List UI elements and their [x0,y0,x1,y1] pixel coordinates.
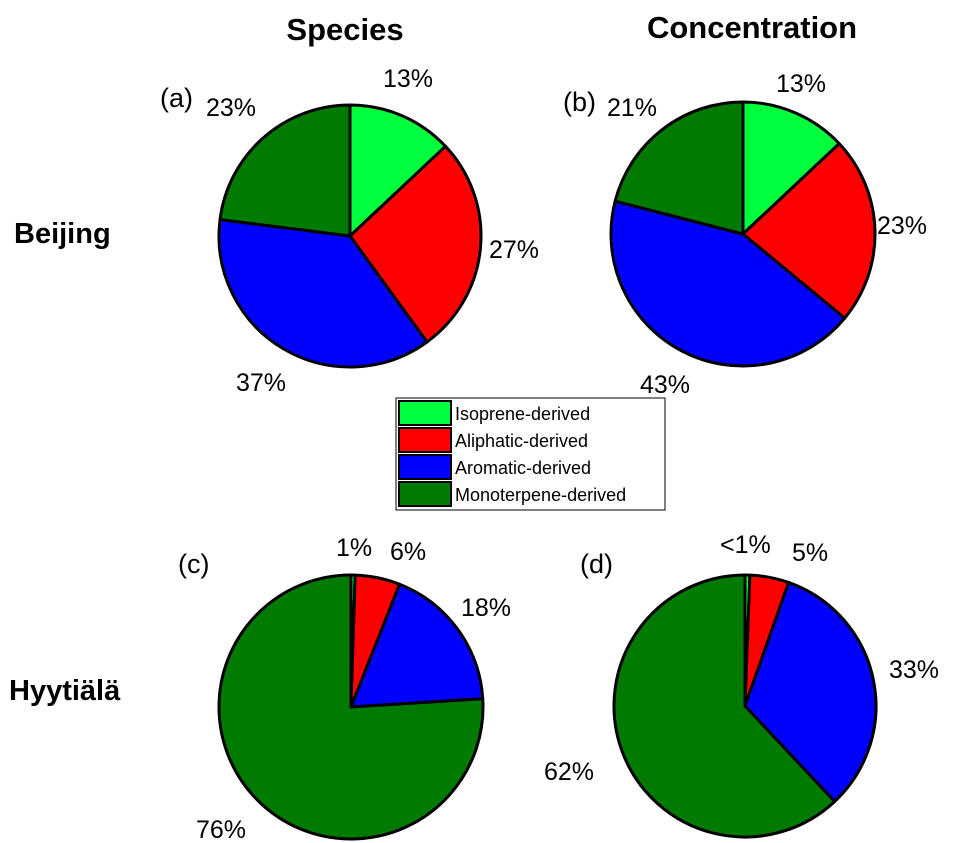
column-title-concentration: Concentration [647,10,857,45]
slice-percentage-label: 18% [461,594,511,622]
pie-panel-d: (d) <1% 5% 33% 62% [544,531,939,839]
panel-label: (c) [178,549,209,579]
slice-percentage-label: <1% [720,531,771,559]
slice-percentage-label: 27% [489,236,539,264]
slice-percentage-label: 13% [383,65,433,93]
slice-percentage-label: 23% [206,94,256,122]
panel-label: (a) [160,83,193,113]
panel-label: (b) [563,87,596,117]
slice-percentage-label: 43% [640,371,690,399]
pie-slice-isoprene-derived [348,103,447,238]
slice-percentage-label: 5% [792,539,828,567]
slice-percentage-label: 62% [544,758,594,786]
pie-panel-c: (c) 1% 6% 18% 76% [178,534,511,843]
pie-panel-a: (a) 13% 27% 37% 23% [160,65,539,397]
legend-frame [395,397,666,511]
pie-slice-monoterpene-derived [612,573,837,839]
slice-percentage-label: 37% [236,369,286,397]
pie-panel-b: (b) 13% 23% 43% 21% [563,70,927,399]
slice-percentage-label: 21% [607,94,657,122]
legend-swatch [398,427,452,453]
legend-swatch [398,400,452,426]
pie-slice-aromatic-derived [217,218,429,369]
pie-slice-aliphatic-derived [741,142,877,320]
pie-slice-aromatic-derived [743,580,878,803]
pie-slice-monoterpene-derived [217,573,485,841]
legend-label: Isoprene-derived [455,404,590,424]
slice-percentage-label: 23% [877,212,927,240]
slice-percentage-label: 76% [196,816,246,843]
legend: Isoprene-derived Aliphatic-derived Aromati… [395,397,666,511]
pie-slice-aromatic-derived [609,199,847,368]
slice-percentage-label: 13% [776,70,826,98]
slice-percentage-label: 33% [889,656,939,684]
legend-swatch [398,481,452,507]
row-title-beijing: Beijing [14,218,111,250]
legend-label: Aromatic-derived [455,458,591,478]
row-title-hyytiala: Hyytiälä [9,675,121,707]
legend-label: Monoterpene-derived [455,485,626,505]
legend-swatch [398,454,452,480]
column-title-species: Species [286,12,403,47]
pie-slice-aromatic-derived [349,582,485,709]
pie-slice-monoterpene-derived [218,103,352,238]
pie-slice-isoprene-derived [741,100,841,236]
panel-label: (d) [580,549,613,579]
slice-percentage-label: 1% [336,534,372,562]
pie-slice-monoterpene-derived [613,100,745,236]
legend-label: Aliphatic-derived [455,431,588,451]
slice-percentage-label: 6% [390,538,426,566]
pie-slice-aliphatic-derived [348,144,483,344]
